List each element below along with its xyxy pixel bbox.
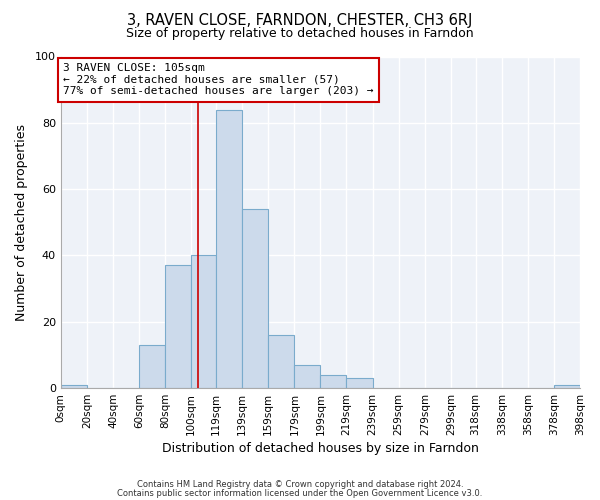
X-axis label: Distribution of detached houses by size in Farndon: Distribution of detached houses by size … [162,442,479,455]
Text: 3, RAVEN CLOSE, FARNDON, CHESTER, CH3 6RJ: 3, RAVEN CLOSE, FARNDON, CHESTER, CH3 6R… [127,12,473,28]
Bar [191,256,216,388]
Bar [165,266,191,388]
Text: Size of property relative to detached houses in Farndon: Size of property relative to detached ho… [126,28,474,40]
Text: Contains HM Land Registry data © Crown copyright and database right 2024.: Contains HM Land Registry data © Crown c… [137,480,463,489]
Text: 3 RAVEN CLOSE: 105sqm
← 22% of detached houses are smaller (57)
77% of semi-deta: 3 RAVEN CLOSE: 105sqm ← 22% of detached … [64,63,374,96]
Bar [61,385,87,388]
Bar [216,110,242,388]
Y-axis label: Number of detached properties: Number of detached properties [15,124,28,321]
Bar [242,209,268,388]
Bar [320,375,346,388]
Bar [295,365,320,388]
Text: Contains public sector information licensed under the Open Government Licence v3: Contains public sector information licen… [118,488,482,498]
Bar [268,335,295,388]
Bar [554,385,580,388]
Bar [139,345,165,388]
Bar [346,378,373,388]
